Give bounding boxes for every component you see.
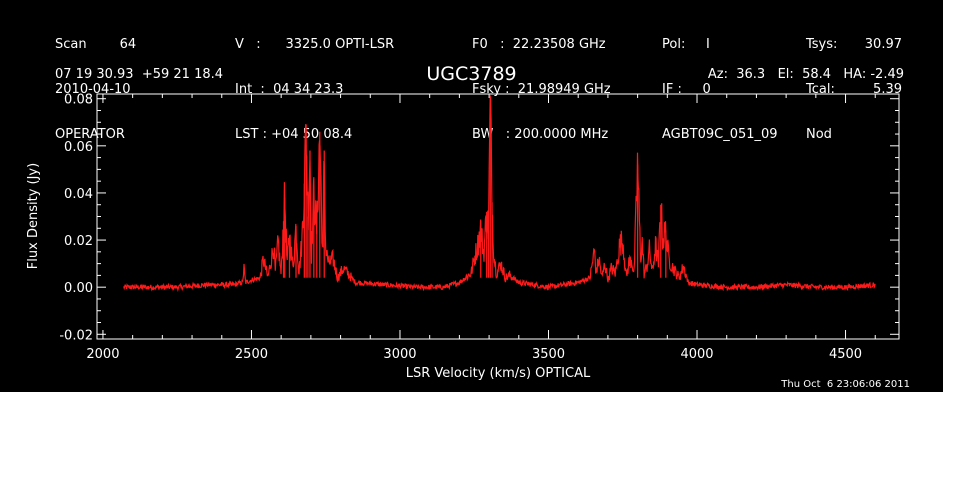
header-col-velocity: V : 3325.0 OPTI-LSR Int : 04 34 23.3 LST… xyxy=(235,7,394,157)
project-label: AGBT09C_051_09 xyxy=(662,127,778,142)
spectrum-chart: 2000 2500 3000 3500 4000 4500 -0.02 0.00 0.02 0.0… xyxy=(26,93,900,381)
spectrum-line xyxy=(123,95,876,293)
plot-frame xyxy=(96,93,900,340)
y-tick-label: 0.06 xyxy=(64,140,93,155)
if-label: IF : 0 xyxy=(662,82,711,97)
x-tick-label: 2000 xyxy=(86,347,119,362)
x-tick-label: 4500 xyxy=(829,347,862,362)
lst-label: LST : +04 50 08.4 xyxy=(235,127,353,142)
scan-label: Scan 64 xyxy=(55,37,137,52)
x-tick-label: 2500 xyxy=(235,347,268,362)
plot-panel xyxy=(0,0,943,392)
axis-ticks: 2000 2500 3000 3500 4000 4500 -0.02 0.00 0.02 0.0… xyxy=(59,93,899,362)
rest-frequency-label: F0 : 22.23508 GHz xyxy=(472,37,606,52)
tcal-label: Tcal: xyxy=(806,82,835,97)
y-tick-label: 0.08 xyxy=(64,93,93,108)
procedure-label: Nod xyxy=(806,127,832,142)
sky-frequency-label: Fsky : 21.98949 GHz xyxy=(472,82,611,97)
y-tick-label: 0.04 xyxy=(64,187,93,202)
tsys-label: Tsys: xyxy=(806,37,838,52)
tcal-value: 5.39 xyxy=(873,82,902,97)
y-tick-label: -0.02 xyxy=(59,328,93,343)
az-el-ha: Az: 36.3 El: 58.4 HA: -2.49 xyxy=(707,67,904,82)
y-tick-label: 0.00 xyxy=(64,281,93,296)
object-name: UGC3789 xyxy=(426,63,517,85)
header-col-tsys-values: 30.97 5.39 xyxy=(852,7,902,142)
x-axis-label: LSR Velocity (km/s) OPTICAL xyxy=(406,366,591,381)
header-col-tsys-names: Tsys: Tcal: Nod xyxy=(806,7,837,157)
bandwidth-label: BW : 200.0000 MHz xyxy=(472,127,609,142)
integration-label: Int : 04 34 23.3 xyxy=(235,82,344,97)
source-coordinates: 07 19 30.93 +59 21 18.4 xyxy=(55,67,224,82)
y-axis-label: Flux Density (Jy) xyxy=(26,163,41,269)
operator-label: OPERATOR xyxy=(55,127,125,142)
x-tick-label: 4000 xyxy=(680,347,713,362)
x-tick-label: 3500 xyxy=(532,347,565,362)
velocity-label: V : 3325.0 OPTI-LSR xyxy=(235,37,395,52)
pol-label: Pol: I xyxy=(662,37,710,52)
x-tick-label: 3000 xyxy=(383,347,416,362)
date-label: 2010-04-10 xyxy=(55,82,131,97)
header-col-scan: Scan 64 2010-04-10 OPERATOR xyxy=(55,7,136,157)
header-col-pol: Pol: I IF : 0 AGBT09C_051_09 xyxy=(662,7,778,157)
y-tick-label: 0.02 xyxy=(64,234,93,249)
tsys-value: 30.97 xyxy=(864,37,902,52)
header-col-frequency: F0 : 22.23508 GHz Fsky : 21.98949 GHz BW… xyxy=(472,7,611,157)
timestamp: Thu Oct 6 23:06:06 2011 xyxy=(781,379,910,390)
